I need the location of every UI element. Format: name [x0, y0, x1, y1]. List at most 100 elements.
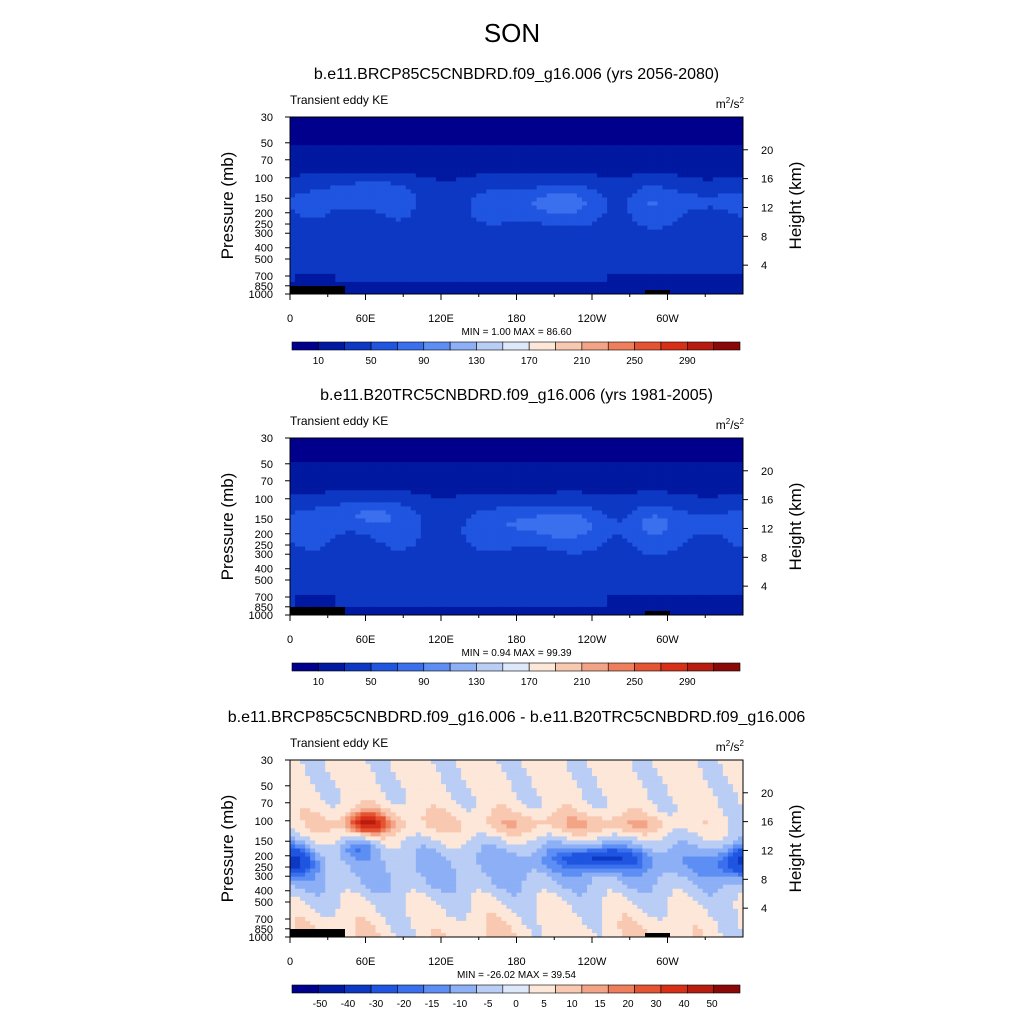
- field-cell: [425, 446, 432, 451]
- field-cell: [682, 177, 689, 182]
- field-cell: [290, 253, 296, 259]
- field-cell: [677, 249, 684, 255]
- field-cell: [370, 277, 377, 283]
- field-cell: [420, 249, 427, 255]
- field-cell: [702, 133, 709, 138]
- field-cell: [622, 129, 628, 134]
- field-cell: [355, 141, 362, 146]
- field-cell: [360, 205, 367, 211]
- field-cell: [642, 129, 648, 134]
- field-cell: [576, 173, 583, 178]
- field-cell: [712, 189, 719, 195]
- field-cell: [300, 257, 306, 263]
- field-cell: [461, 265, 467, 271]
- field-cell: [586, 157, 593, 162]
- field-cell: [395, 157, 402, 162]
- field-cell: [496, 253, 502, 259]
- field-cell: [727, 209, 734, 215]
- field-cell: [425, 145, 432, 150]
- field-cell: [602, 133, 608, 138]
- field-cell: [370, 442, 377, 447]
- field-cell: [586, 145, 593, 150]
- field-cell: [310, 205, 316, 211]
- field-cell: [481, 261, 487, 267]
- field-cell: [300, 197, 306, 203]
- field-cell: [612, 197, 618, 203]
- field-cell: [325, 225, 331, 231]
- field-cell: [345, 253, 351, 259]
- field-cell: [712, 193, 719, 199]
- field-cell: [410, 277, 417, 283]
- field-cell: [612, 229, 618, 235]
- field-cell: [456, 442, 462, 447]
- field-cell: [435, 474, 442, 479]
- field-cell: [385, 185, 392, 191]
- units-base: m: [716, 97, 726, 111]
- field-cell: [592, 129, 598, 134]
- field-cell: [325, 249, 331, 255]
- field-cell: [722, 205, 729, 211]
- field-cell: [506, 205, 513, 211]
- field-cell: [727, 137, 734, 142]
- field-cell: [420, 241, 427, 247]
- field-cell: [622, 161, 628, 166]
- field-cell: [425, 229, 432, 235]
- field-cell: [657, 193, 664, 199]
- field-cell: [456, 165, 462, 170]
- field-cell: [692, 169, 699, 174]
- field-cell: [375, 438, 382, 443]
- field-cell: [461, 145, 467, 150]
- field-cell: [566, 277, 573, 283]
- field-cell: [320, 241, 326, 247]
- field-cell: [672, 225, 679, 231]
- field-cell: [607, 237, 613, 243]
- field-cell: [541, 205, 548, 211]
- field-cell: [657, 462, 664, 467]
- field-cell: [632, 277, 638, 283]
- field-cell: [435, 277, 442, 283]
- field-cell: [672, 153, 679, 158]
- field-cell: [637, 193, 643, 199]
- field-cell: [622, 289, 628, 294]
- field-cell: [727, 117, 734, 122]
- field-cell: [360, 265, 367, 271]
- field-cell: [446, 466, 452, 471]
- field-cell: [732, 269, 739, 275]
- field-cell: [350, 233, 357, 239]
- field-cell: [481, 442, 487, 447]
- field-cell: [586, 181, 593, 186]
- field-cell: [476, 241, 482, 247]
- field-cell: [300, 478, 306, 483]
- field-cell: [556, 237, 563, 243]
- field-cell: [471, 285, 477, 291]
- field-cell: [737, 181, 743, 186]
- field-cell: [456, 193, 462, 199]
- field-cell: [712, 253, 719, 259]
- field-cell: [692, 454, 699, 459]
- field-cell: [330, 253, 336, 259]
- field-cell: [647, 285, 653, 291]
- field-cell: [697, 438, 704, 443]
- field-cell: [420, 438, 427, 443]
- field-cell: [400, 438, 407, 443]
- field-cell: [612, 205, 618, 211]
- field-cell: [340, 225, 346, 231]
- field-cell: [712, 185, 719, 191]
- field-cell: [446, 261, 452, 267]
- field-cell: [566, 209, 573, 215]
- field-cell: [441, 169, 447, 174]
- field-cell: [586, 273, 593, 279]
- field-cell: [390, 462, 397, 467]
- field-cell: [295, 205, 301, 211]
- field-cell: [370, 245, 377, 251]
- field-cell: [607, 474, 613, 479]
- field-cell: [672, 189, 679, 195]
- field-cell: [360, 470, 367, 475]
- field-cell: [652, 217, 659, 223]
- field-cell: [380, 221, 387, 227]
- field-cell: [707, 197, 714, 203]
- field-cell: [435, 273, 442, 279]
- field-cell: [682, 173, 689, 178]
- field-cell: [672, 161, 679, 166]
- field-cell: [712, 125, 719, 130]
